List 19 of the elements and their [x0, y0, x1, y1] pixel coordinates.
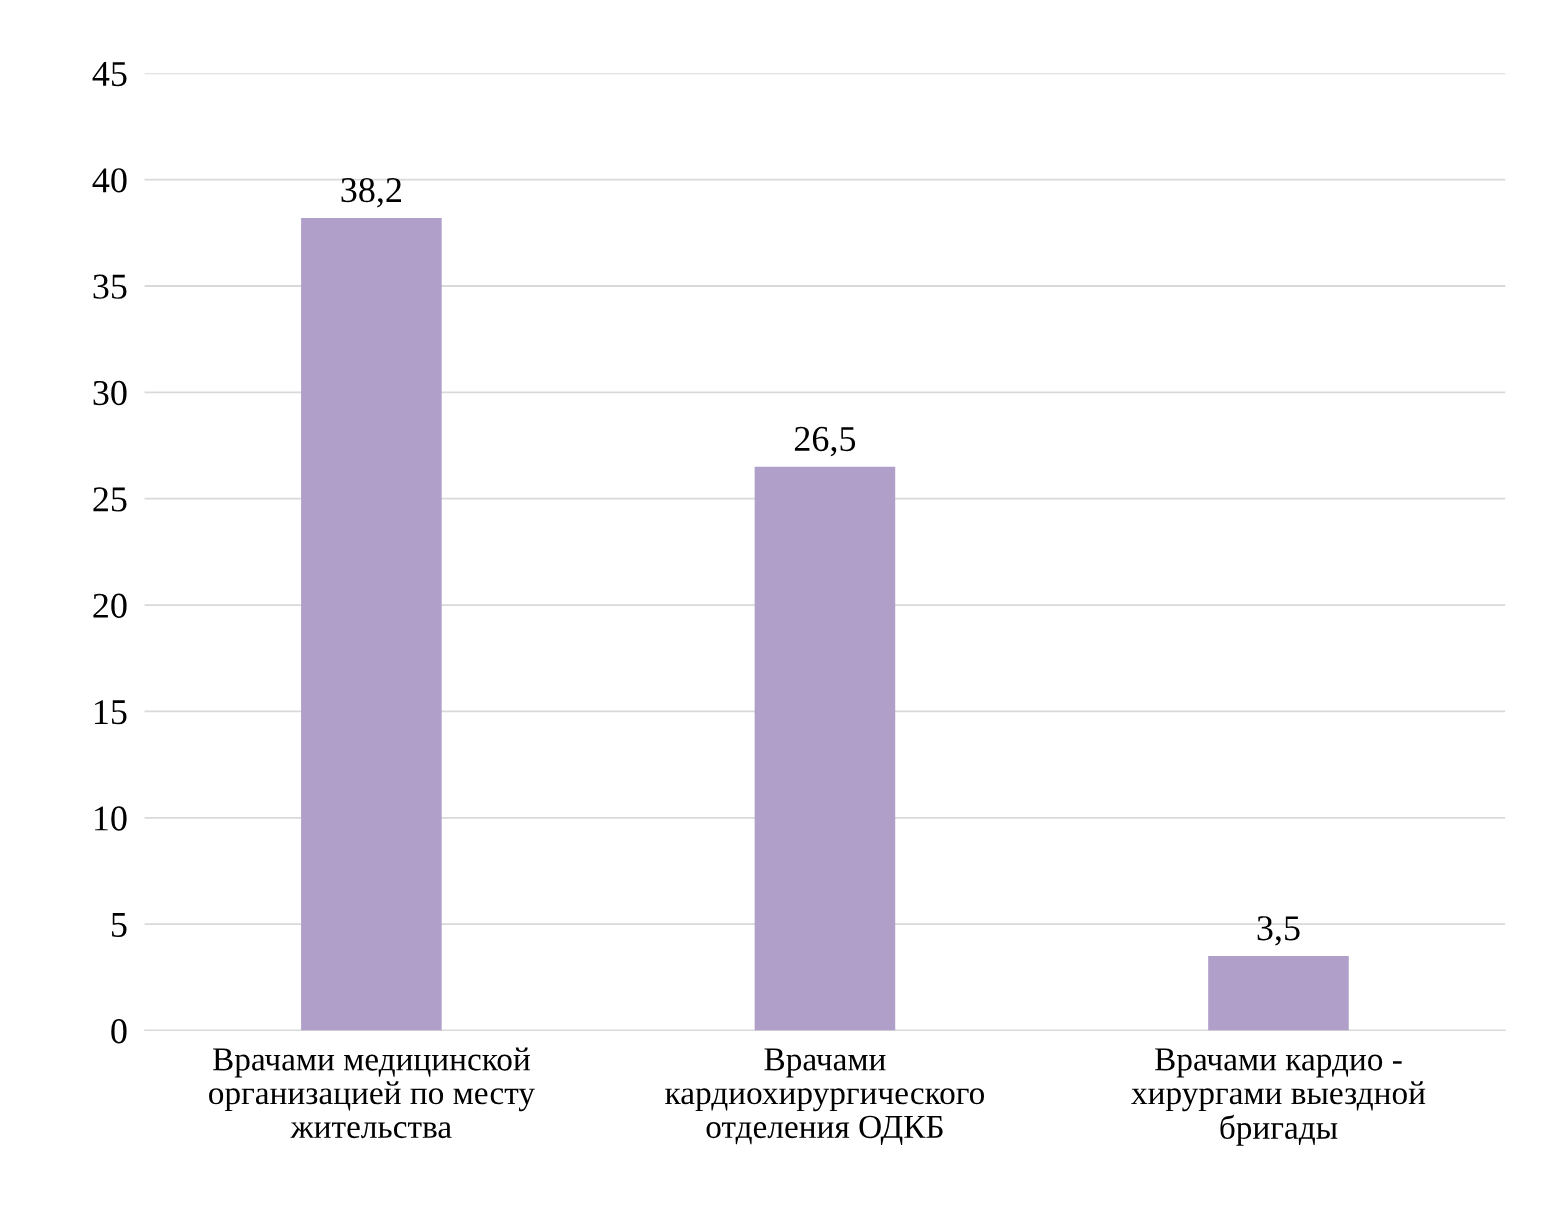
- data-label: 38,2: [341, 177, 401, 208]
- y-tick-label: 20: [93, 593, 127, 618]
- y-tick-label: 35: [93, 274, 127, 299]
- y-tick-label: 30: [93, 380, 127, 406]
- y-tick-label: 5: [111, 913, 127, 938]
- y-tick-label: 0: [111, 1019, 127, 1044]
- y-tick-label: 15: [95, 700, 127, 725]
- bar: [1208, 956, 1349, 1031]
- x-tick-label: Врачами кардио - хирургами выездной бригады: [1131, 1048, 1426, 1146]
- x-tick-label: Врачами медицинской организацией по месту жительства: [209, 1047, 535, 1139]
- bar: [754, 466, 896, 1031]
- y-tick-label: 40: [92, 168, 127, 193]
- y-tick-label: 25: [93, 487, 127, 512]
- x-tick-label: Врачами кардиохирургического отделения ОДКБ: [665, 1048, 985, 1145]
- y-tick-label: 45: [92, 62, 127, 87]
- data-label: 3,5: [1257, 916, 1300, 946]
- bar: [301, 217, 442, 1031]
- y-tick-label: 10: [95, 806, 127, 831]
- data-label: 26,5: [794, 426, 856, 457]
